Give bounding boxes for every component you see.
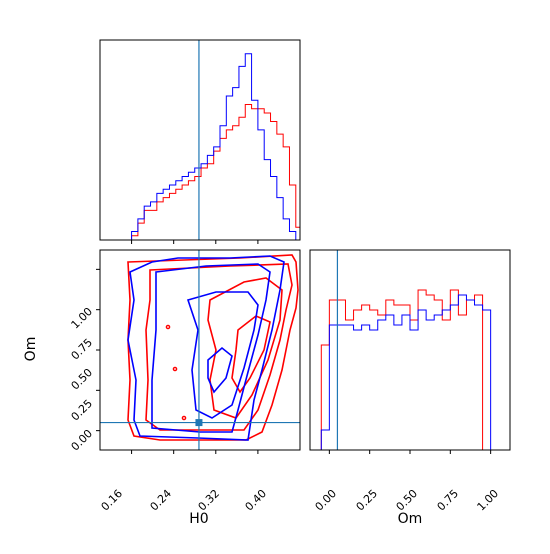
joint-contour-red bbox=[231, 315, 271, 394]
h0-tick-label: 0.24 bbox=[148, 487, 175, 514]
om-right-axis-label: Om bbox=[398, 511, 423, 527]
om-tick-label: 0.00 bbox=[313, 487, 340, 514]
om-tick-label: 0.75 bbox=[435, 487, 462, 514]
joint-contour-blue bbox=[186, 291, 259, 419]
om-tick-label: 1.00 bbox=[475, 487, 502, 514]
om-tick-label: 0.25 bbox=[354, 487, 381, 514]
joint-contour-blue bbox=[127, 255, 285, 441]
joint-contour-red-island bbox=[165, 324, 171, 330]
joint-contour-blue bbox=[207, 346, 233, 394]
om-histogram-series bbox=[310, 294, 510, 451]
om-tick-label: 0.75 bbox=[69, 336, 96, 363]
h0-marginal-frame bbox=[99, 39, 301, 241]
h0-histogram-series bbox=[131, 53, 300, 241]
om-right-axis-ticklabels: 0.00 0.25 0.50 0.75 1.00 bbox=[313, 487, 502, 514]
h0-axis-label: H0 bbox=[189, 511, 208, 527]
om-marginal-panel bbox=[309, 249, 511, 454]
joint-contour-blue bbox=[151, 263, 271, 433]
joint-contour-red-island bbox=[181, 415, 187, 421]
h0-histogram-series bbox=[131, 104, 300, 240]
om-tick-label: 0.50 bbox=[394, 487, 421, 514]
joint-truth-point bbox=[195, 419, 203, 427]
om-histogram-series bbox=[310, 289, 510, 451]
joint-contour-red-island bbox=[172, 366, 178, 372]
h0-tick-label: 0.40 bbox=[243, 487, 270, 514]
joint-contour-red bbox=[207, 277, 283, 419]
h0-om-joint-panel bbox=[96, 249, 301, 454]
joint-contour-red bbox=[145, 263, 293, 431]
om-joint-axis-ticklabels: 0.00 0.25 0.50 0.75 1.00 bbox=[69, 305, 96, 454]
h0-tick-label: 0.32 bbox=[196, 487, 223, 514]
om-marginal-frame bbox=[309, 249, 511, 451]
h0-axis-ticklabels: 0.16 0.24 0.32 0.40 bbox=[99, 487, 270, 514]
h0-marginal-panel bbox=[99, 39, 301, 244]
h0-tick-label: 0.16 bbox=[99, 487, 126, 514]
joint-contour-red bbox=[127, 254, 299, 441]
om-tick-label: 0.50 bbox=[69, 366, 96, 393]
om-tick-label: 0.25 bbox=[69, 397, 96, 424]
om-tick-label: 1.00 bbox=[69, 305, 96, 332]
om-tick-label: 0.00 bbox=[69, 427, 96, 454]
om-axis-label: Om bbox=[23, 337, 39, 362]
